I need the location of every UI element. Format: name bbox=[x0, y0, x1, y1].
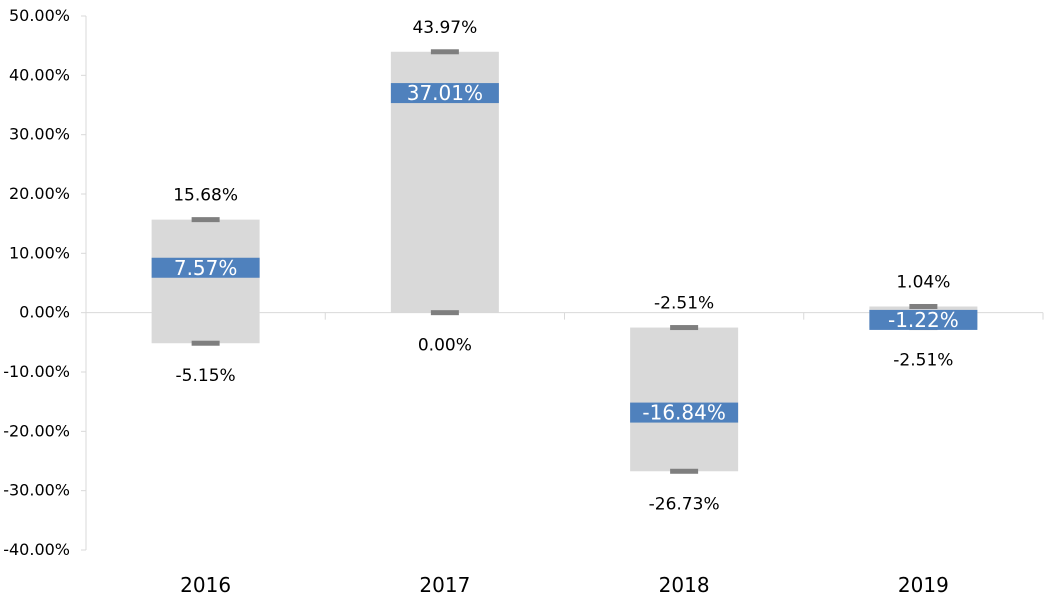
high-marker bbox=[909, 303, 938, 309]
low-label: 0.00% bbox=[418, 336, 472, 356]
range-box bbox=[630, 327, 739, 472]
y-tick-label: -30.00% bbox=[3, 481, 70, 500]
value-label: 37.01% bbox=[407, 81, 483, 105]
y-tick-label: 0.00% bbox=[19, 303, 70, 322]
low-label: -2.51% bbox=[893, 351, 953, 371]
low-label: -26.73% bbox=[649, 494, 720, 514]
y-tick-label: 40.00% bbox=[9, 65, 70, 84]
value-label: -16.84% bbox=[642, 401, 725, 425]
high-label: 15.68% bbox=[173, 186, 238, 206]
y-tick-label: -10.00% bbox=[3, 362, 70, 381]
high-label: -2.51% bbox=[654, 294, 714, 314]
y-tick-label: 10.00% bbox=[9, 243, 70, 262]
low-label: -5.15% bbox=[176, 366, 236, 386]
data-labels: 7.57% 15.68% -5.15% 37.01% 43.97% 0.00% -16.84… bbox=[173, 18, 959, 514]
high-label: 43.97% bbox=[412, 18, 477, 38]
y-tick-label: -40.00% bbox=[3, 540, 70, 559]
high-marker bbox=[430, 49, 459, 55]
x-category-label: 2019 bbox=[898, 573, 949, 597]
axes: 50.00% 40.00% 30.00% 20.00% 10.00% 0.00% -10.0… bbox=[3, 6, 1044, 597]
range-box bbox=[151, 219, 260, 344]
value-bar bbox=[869, 309, 978, 330]
y-tick-label: -20.00% bbox=[3, 421, 70, 440]
high-label: 1.04% bbox=[896, 272, 950, 292]
value-label: -1.22% bbox=[888, 308, 959, 332]
y-tick-label: 30.00% bbox=[9, 125, 70, 144]
value-label: 7.57% bbox=[174, 256, 238, 280]
value-bar bbox=[390, 83, 499, 104]
low-marker bbox=[430, 310, 459, 316]
y-tick-label: 50.00% bbox=[9, 6, 70, 25]
low-marker bbox=[191, 340, 220, 346]
x-category-label: 2016 bbox=[180, 573, 231, 597]
high-marker bbox=[670, 325, 699, 331]
range-boxes bbox=[151, 49, 978, 474]
value-bar bbox=[151, 257, 260, 278]
x-category-label: 2018 bbox=[659, 573, 710, 597]
x-category-label: 2017 bbox=[419, 573, 470, 597]
low-marker bbox=[670, 468, 699, 474]
y-tick-label: 20.00% bbox=[9, 184, 70, 203]
value-bar bbox=[630, 402, 739, 423]
high-marker bbox=[191, 217, 220, 223]
